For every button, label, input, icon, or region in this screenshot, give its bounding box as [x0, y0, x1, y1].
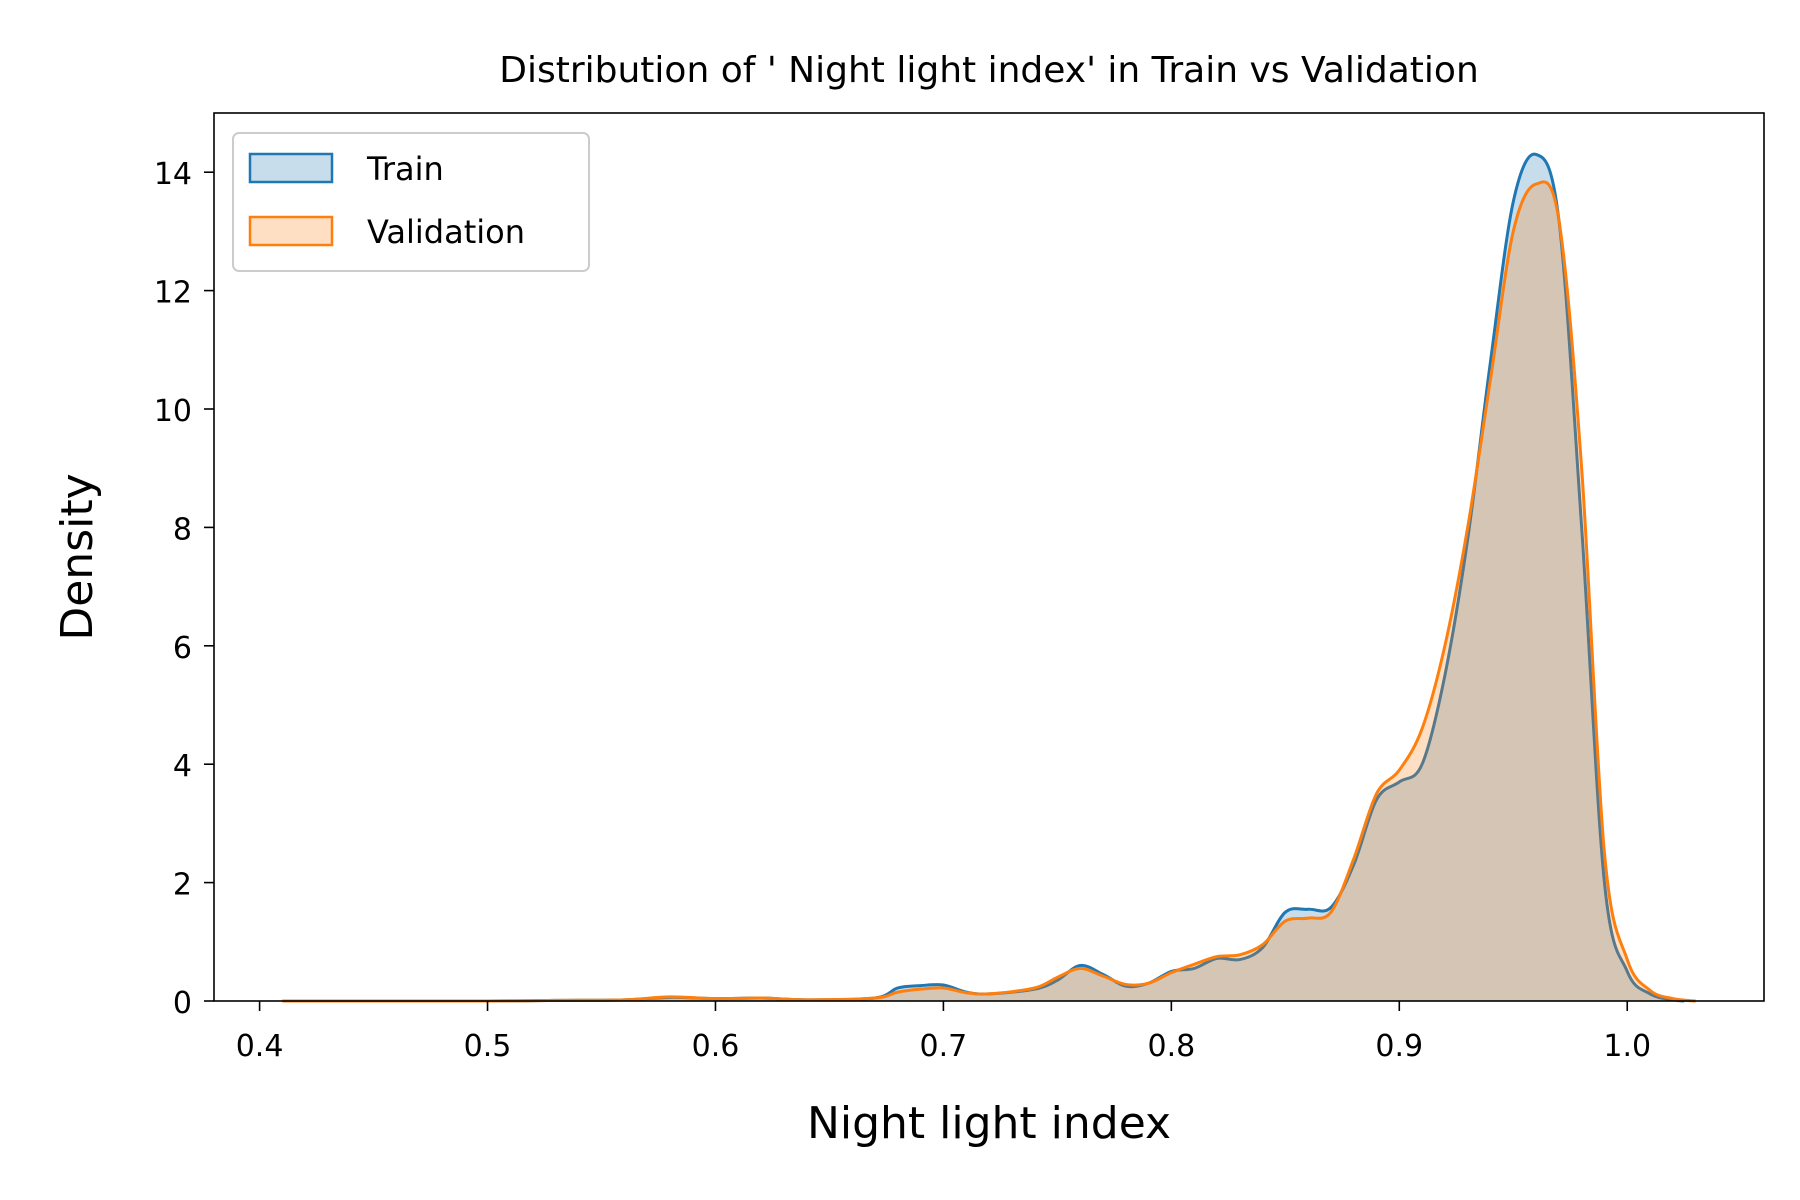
y-tick-label: 2 — [173, 868, 192, 903]
axes-frame — [213, 112, 1765, 1002]
y-tick-label: 0 — [173, 986, 192, 1021]
legend-label-train: Train — [366, 150, 444, 188]
chart-title: Distribution of ' Night light index' in … — [499, 50, 1479, 91]
y-tick-label: 4 — [173, 749, 192, 784]
x-axis-title: Night light index — [807, 1098, 1171, 1149]
series-layer — [282, 152, 1696, 1003]
x-tick-label: 0.6 — [692, 1029, 740, 1064]
y-tick-label: 12 — [154, 276, 192, 311]
x-tick-label: 0.7 — [920, 1029, 968, 1064]
x-tick-label: 0.5 — [464, 1029, 512, 1064]
x-axis-ticks: 0.4 0.5 0.6 0.7 0.8 0.9 1.0 — [236, 1001, 1651, 1064]
y-axis-ticks: 0 2 4 6 8 10 12 14 — [154, 157, 214, 1021]
y-tick-label: 6 — [173, 631, 192, 666]
y-tick-label: 8 — [173, 512, 192, 547]
y-axis-title: Density — [52, 473, 103, 640]
x-tick-label: 0.8 — [1147, 1029, 1195, 1064]
legend-entry-validation: Validation — [248, 213, 525, 251]
legend-swatch-validation — [248, 215, 334, 247]
legend-entry-train: Train — [248, 150, 444, 188]
y-tick-label: 14 — [154, 157, 192, 192]
x-tick-label: 0.9 — [1375, 1029, 1423, 1064]
density-area-train — [282, 154, 1685, 1001]
plot-area — [213, 112, 1765, 1003]
legend-swatch-train — [248, 152, 334, 184]
x-tick-label: 0.4 — [236, 1029, 284, 1064]
x-tick-label: 1.0 — [1603, 1029, 1651, 1064]
legend-frame — [232, 132, 590, 272]
density-area-validation — [282, 181, 1696, 1002]
density-line-validation — [282, 180, 1696, 1003]
legend-label-validation: Validation — [367, 213, 525, 251]
y-tick-label: 10 — [154, 394, 192, 429]
legend: Train Validation — [232, 132, 590, 272]
